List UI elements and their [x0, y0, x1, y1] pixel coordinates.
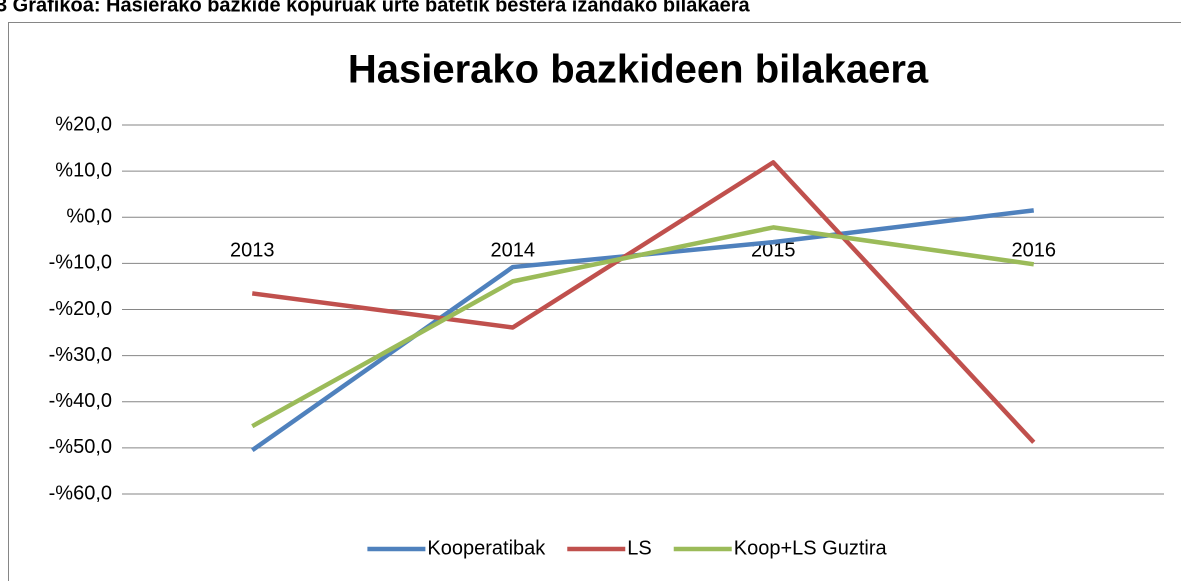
y-tick-label: %10,0: [55, 159, 112, 181]
x-tick-label: 2014: [491, 240, 536, 262]
y-tick-label: %0,0: [66, 206, 112, 228]
y-tick-label: -%10,0: [49, 252, 112, 274]
y-tick-label: -%50,0: [49, 436, 112, 458]
chart-title: Hasierako bazkideen bilakaera: [348, 48, 929, 92]
caption: 3 Grafikoa: Hasierako bazkide kopuruak u…: [0, 0, 751, 16]
y-tick-label: -%30,0: [49, 344, 112, 366]
line-series: [251, 160, 1036, 444]
x-tick-label: 2013: [230, 240, 275, 262]
legend-label: Kooperatibak: [427, 537, 546, 559]
legend-label: LS: [627, 537, 651, 559]
x-tick-label: 2016: [1012, 240, 1057, 262]
y-tick-label: -%40,0: [49, 390, 112, 412]
line-series: [251, 225, 1035, 429]
y-tick-label: -%60,0: [49, 482, 112, 504]
chart-border: [8, 22, 1181, 581]
y-tick-label: -%20,0: [49, 298, 112, 320]
y-tick-label: %20,0: [55, 113, 112, 135]
legend-label: Koop+LS Guztira: [734, 537, 888, 559]
